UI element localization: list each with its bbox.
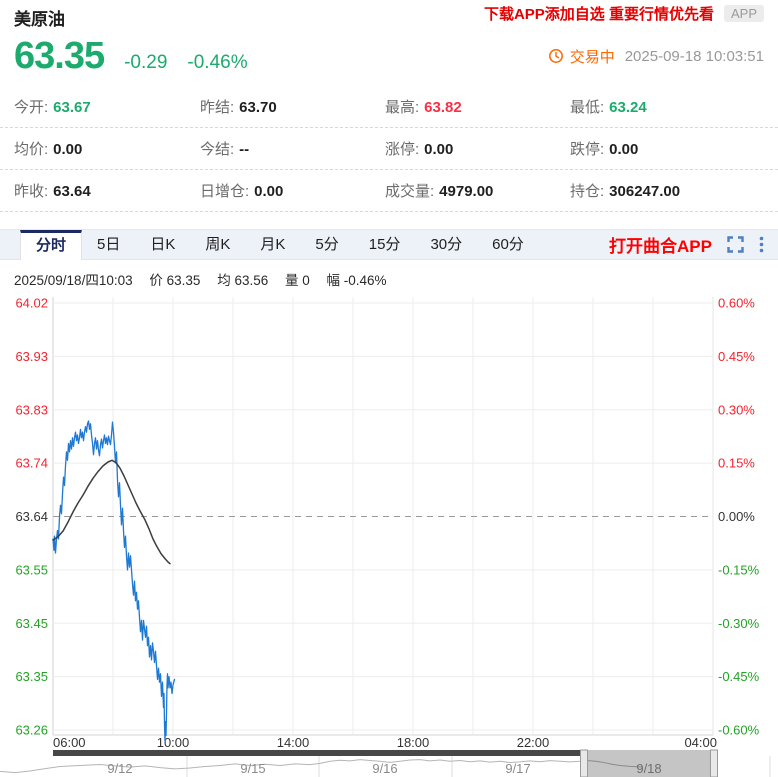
tab-5min[interactable]: 5分 bbox=[315, 236, 339, 253]
price-chart[interactable]: 64.02 63.93 63.83 63.74 63.64 63.55 63.45 63.35… bbox=[0, 292, 778, 777]
svg-text:-0.15%: -0.15% bbox=[718, 562, 760, 577]
svg-text:63.26: 63.26 bbox=[15, 723, 48, 738]
tab-30min[interactable]: 30分 bbox=[430, 236, 463, 253]
chart-info-range: 幅 -0.46% bbox=[326, 273, 387, 288]
chart-period-tabs: 分时 5日 日K 周K 月K 5分 15分 30分 60分 打开曲合APP bbox=[0, 229, 778, 260]
stats-row: 今开: 63.67 昨结: 63.70 最高: 63.82 最低: 63.24 bbox=[0, 86, 778, 128]
navigator-mini-line-selected bbox=[587, 760, 643, 768]
svg-text:63.55: 63.55 bbox=[15, 562, 48, 577]
svg-text:0.00%: 0.00% bbox=[718, 509, 755, 524]
quote-timestamp: 2025-09-18 10:03:51 bbox=[624, 47, 764, 65]
stat-oi-change: 日增仓: 0.00 bbox=[200, 183, 284, 200]
tab-fenshi[interactable]: 分时 bbox=[20, 230, 83, 260]
price-line bbox=[52, 420, 176, 742]
tab-daily-k[interactable]: 日K bbox=[150, 236, 176, 253]
stat-prev-settle: 昨结: 63.70 bbox=[200, 99, 277, 116]
svg-text:63.35: 63.35 bbox=[15, 669, 48, 684]
tab-monthly-k[interactable]: 月K bbox=[260, 236, 286, 253]
chart-info-datetime: 2025/09/18/四10:03 bbox=[14, 273, 133, 288]
last-price: 63.35 bbox=[14, 35, 105, 77]
stat-open: 今开: 63.67 bbox=[14, 99, 91, 116]
svg-text:63.64: 63.64 bbox=[15, 509, 48, 524]
svg-text:63.74: 63.74 bbox=[15, 456, 48, 471]
tab-weekly-k[interactable]: 周K bbox=[205, 236, 231, 253]
instrument-title: 美原油 bbox=[14, 10, 65, 29]
y-axis-left: 64.02 63.93 63.83 63.74 63.64 63.55 63.45 63.35… bbox=[15, 296, 48, 738]
tab-15min[interactable]: 15分 bbox=[368, 236, 401, 253]
chart-info-average: 均 63.56 bbox=[217, 273, 269, 288]
clock-icon bbox=[548, 48, 564, 64]
svg-text:0.30%: 0.30% bbox=[718, 402, 755, 417]
stats-row: 均价: 0.00 今结: -- 涨停: 0.00 跌停: 0.00 bbox=[0, 128, 778, 170]
svg-text:-0.60%: -0.60% bbox=[718, 723, 760, 738]
svg-text:-0.45%: -0.45% bbox=[718, 669, 760, 684]
svg-text:63.83: 63.83 bbox=[15, 402, 48, 417]
svg-text:0.60%: 0.60% bbox=[718, 296, 755, 311]
price-change-pct: -0.46% bbox=[187, 52, 248, 73]
open-app-link[interactable]: 打开曲合APP bbox=[609, 237, 712, 256]
fullscreen-icon[interactable] bbox=[727, 236, 744, 253]
svg-text:10:00: 10:00 bbox=[157, 735, 190, 750]
x-axis: 06:00 10:00 14:00 18:00 22:00 04:00 bbox=[53, 735, 717, 750]
navigator-scrollbar[interactable] bbox=[53, 750, 584, 756]
y-axis-right: 0.60% 0.45% 0.30% 0.15% 0.00% -0.15% -0.30% -0.… bbox=[718, 296, 760, 738]
svg-text:06:00: 06:00 bbox=[53, 735, 86, 750]
date-navigator[interactable]: 9/12 9/15 9/16 9/17 9/18 bbox=[0, 749, 771, 777]
svg-text:-0.30%: -0.30% bbox=[718, 616, 760, 631]
tab-60min[interactable]: 60分 bbox=[492, 236, 524, 253]
stat-prev-close: 昨收: 63.64 bbox=[14, 183, 91, 200]
stat-low: 最低: 63.24 bbox=[570, 99, 647, 116]
grid bbox=[52, 297, 714, 736]
average-line bbox=[52, 459, 171, 565]
svg-text:22:00: 22:00 bbox=[517, 735, 550, 750]
stats-row: 昨收: 63.64 日增仓: 0.00 成交量: 4979.00 持仓: 306247.… bbox=[0, 170, 778, 212]
stat-limit-down: 跌停: 0.00 bbox=[570, 141, 639, 158]
stat-open-interest: 持仓: 306247.00 bbox=[570, 183, 681, 200]
tab-5day[interactable]: 5日 bbox=[97, 236, 121, 253]
stat-avg-price: 均价: 0.00 bbox=[14, 141, 83, 158]
chart-info-price: 价 63.35 bbox=[149, 273, 201, 288]
svg-text:18:00: 18:00 bbox=[397, 735, 430, 750]
price-change: -0.29 bbox=[124, 52, 168, 73]
kebab-menu-icon[interactable] bbox=[759, 236, 764, 253]
crosshair-info: 2025/09/18/四10:03 价 63.35 均 63.56 量 0 幅 … bbox=[0, 260, 778, 289]
svg-text:0.45%: 0.45% bbox=[718, 349, 755, 364]
navigator-handle-right[interactable] bbox=[710, 749, 718, 777]
svg-text:04:00: 04:00 bbox=[684, 735, 717, 750]
download-app-link[interactable]: 下载APP添加自选 重要行情优先看 bbox=[483, 6, 714, 23]
stat-today-settle: 今结: -- bbox=[200, 141, 250, 158]
svg-text:63.45: 63.45 bbox=[15, 616, 48, 631]
chart-info-volume: 量 0 bbox=[285, 273, 310, 288]
app-badge[interactable]: APP bbox=[723, 5, 764, 22]
trading-status: 交易中 bbox=[569, 48, 615, 66]
navigator-mini-line bbox=[0, 759, 581, 774]
header: 美原油 下载APP添加自选 重要行情优先看 APP 63.35 -0.29 -0… bbox=[0, 0, 778, 78]
navigator-handle-left[interactable] bbox=[580, 749, 588, 777]
stat-volume: 成交量: 4979.00 bbox=[385, 183, 494, 200]
svg-text:14:00: 14:00 bbox=[277, 735, 310, 750]
stat-high: 最高: 63.82 bbox=[385, 99, 462, 116]
stat-limit-up: 涨停: 0.00 bbox=[385, 141, 454, 158]
svg-text:64.02: 64.02 bbox=[15, 296, 48, 311]
svg-text:0.15%: 0.15% bbox=[718, 456, 755, 471]
stats-grid: 今开: 63.67 昨结: 63.70 最高: 63.82 最低: 63.24 均价: 0… bbox=[0, 86, 778, 212]
svg-text:63.93: 63.93 bbox=[15, 349, 48, 364]
